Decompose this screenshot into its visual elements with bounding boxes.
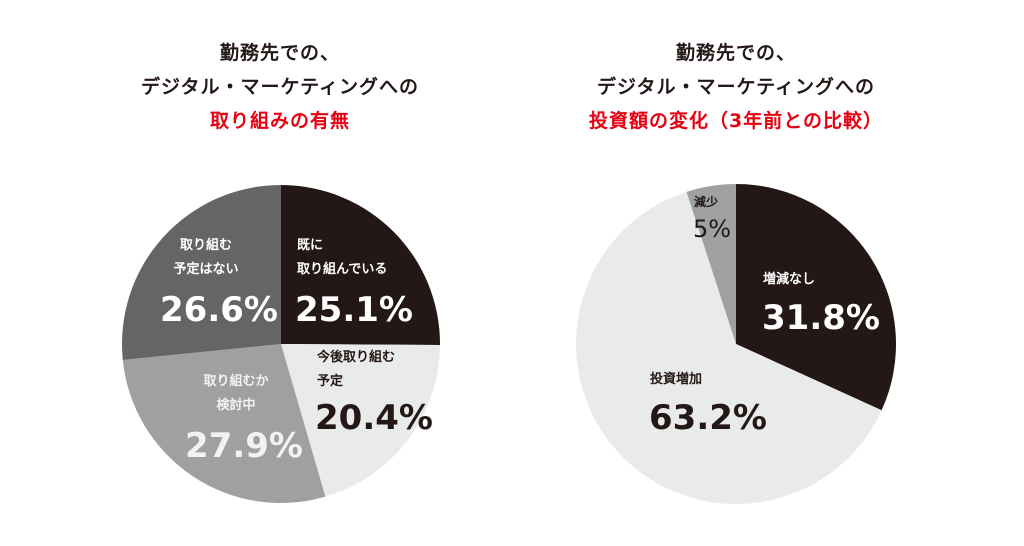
pie-slice bbox=[576, 191, 882, 504]
left-title-line2: デジタル・マーケティングへの bbox=[140, 76, 420, 98]
slice-label-line: 予定はない bbox=[173, 262, 239, 277]
slice-value-no-change: 31.8% bbox=[762, 298, 880, 338]
slice-label-line: 取り組む bbox=[179, 238, 232, 253]
right-title-line3: 投資額の変化（3年前との比較） bbox=[588, 110, 884, 132]
slice-value-increase: 63.2% bbox=[649, 398, 767, 438]
slice-value-planning: 20.4% bbox=[315, 398, 433, 438]
slice-label-already: 既に 取り組んでいる bbox=[297, 234, 387, 282]
slice-label-line: 予定 bbox=[317, 374, 344, 389]
left-pie-chart bbox=[122, 185, 440, 503]
left-title-line3: 取り組みの有無 bbox=[209, 110, 350, 132]
slice-value-no-plan: 26.6% bbox=[160, 290, 278, 330]
slice-label-decrease: 減少 bbox=[694, 195, 719, 209]
right-title-line2: デジタル・マーケティングへの bbox=[596, 76, 876, 98]
slice-value-already: 25.1% bbox=[295, 290, 413, 330]
right-title-line1: 勤務先での、 bbox=[675, 42, 796, 64]
slice-label-no-change: 増減なし bbox=[763, 272, 816, 287]
right-pie-chart bbox=[576, 184, 896, 504]
pie-slice bbox=[122, 344, 326, 503]
left-title-line1: 勤務先での、 bbox=[219, 42, 340, 64]
slice-label-no-plan: 取り組む 予定はない bbox=[160, 234, 252, 282]
pie-slice bbox=[686, 184, 736, 344]
slice-label-line: 検討中 bbox=[216, 398, 256, 413]
pie-slice bbox=[281, 344, 440, 497]
slice-label-considering: 取り組むか 検討中 bbox=[190, 370, 282, 418]
slice-label-line: 今後取り組む bbox=[317, 350, 396, 365]
slice-label-line: 取り組んでいる bbox=[297, 262, 388, 277]
right-chart-title: 勤務先での、 デジタル・マーケティングへの 投資額の変化（3年前との比較） bbox=[536, 36, 936, 138]
pie-slice bbox=[736, 184, 896, 411]
pie-slice bbox=[281, 185, 440, 345]
slice-value-considering: 27.9% bbox=[185, 426, 303, 466]
left-chart-title: 勤務先での、 デジタル・マーケティングへの 取り組みの有無 bbox=[90, 36, 470, 138]
slice-label-line: 取り組むか bbox=[203, 374, 269, 389]
slice-label-line: 既に bbox=[297, 238, 324, 253]
slice-label-increase: 投資増加 bbox=[650, 372, 703, 387]
slice-label-planning: 今後取り組む 予定 bbox=[317, 346, 395, 394]
pie-slice bbox=[122, 185, 281, 360]
slice-value-decrease: 5% bbox=[693, 215, 732, 243]
